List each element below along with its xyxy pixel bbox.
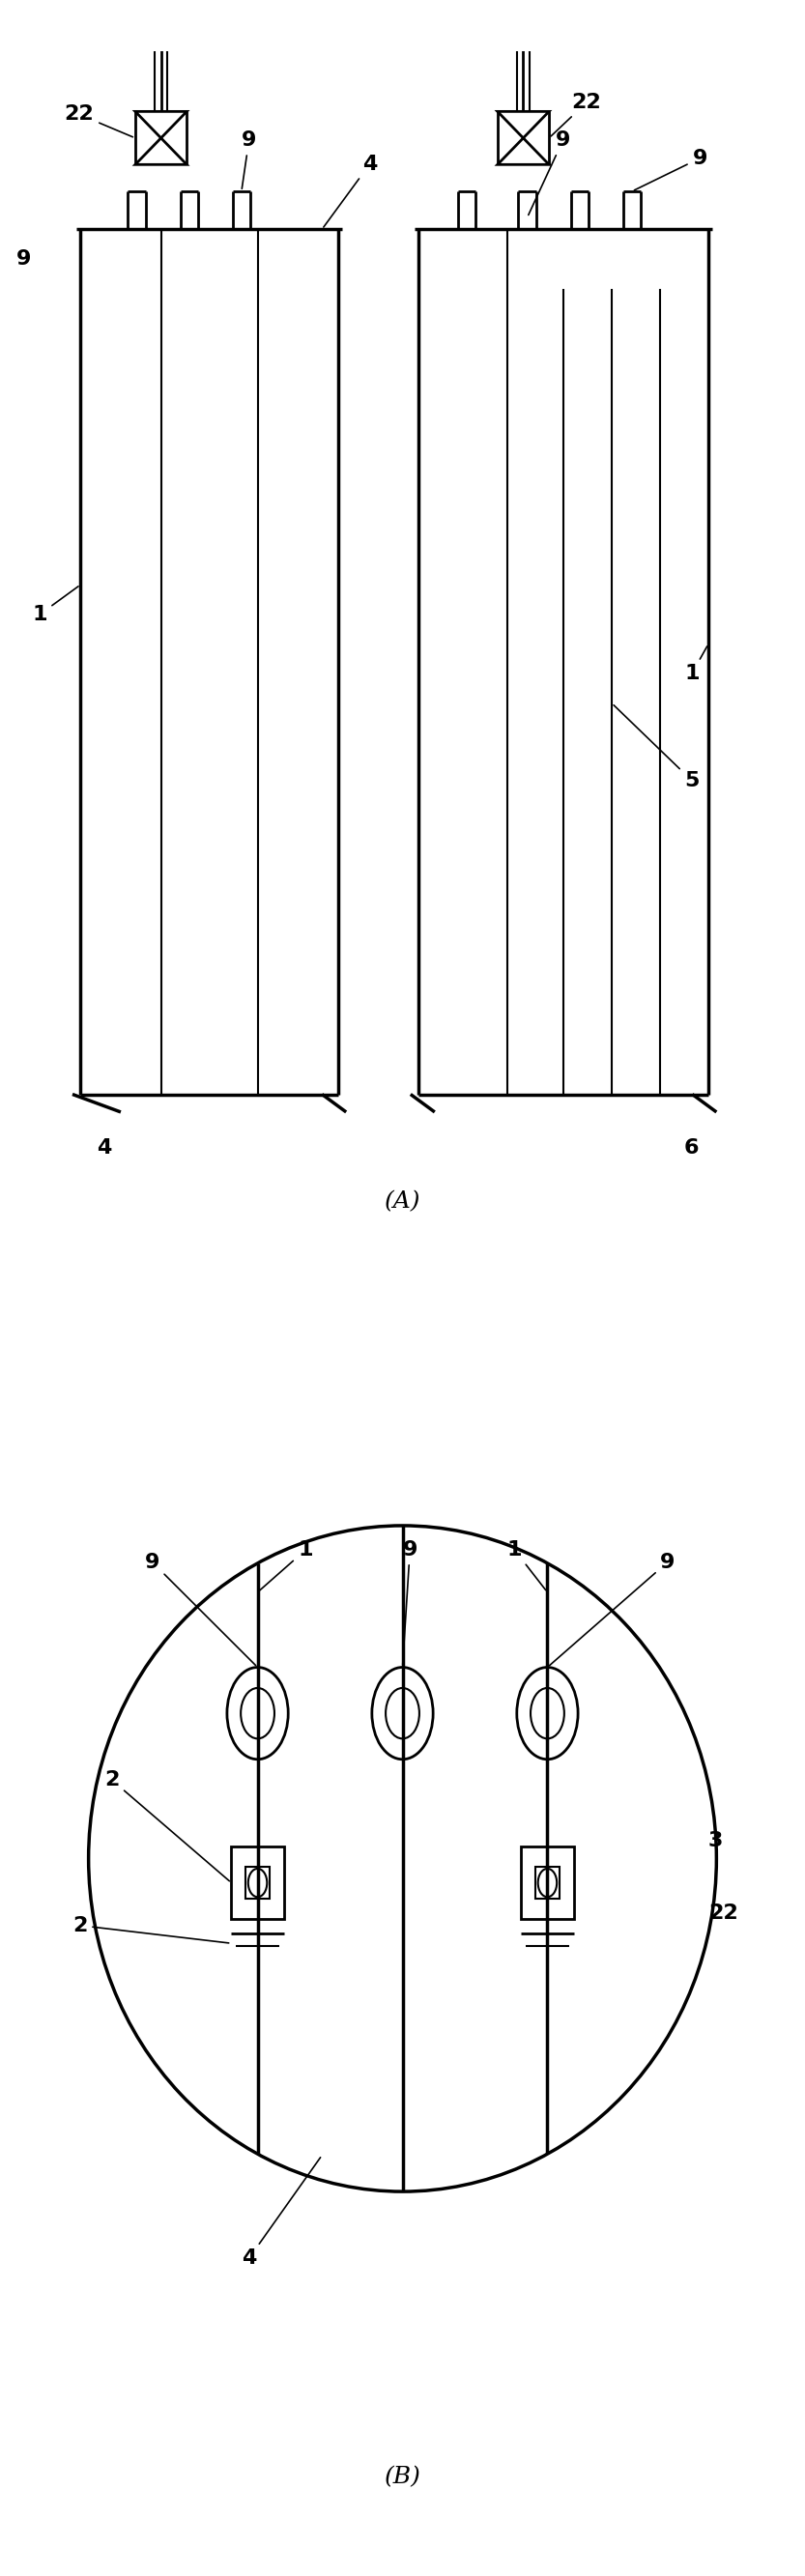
Text: 22: 22 — [708, 1904, 738, 1924]
Text: 9: 9 — [241, 131, 256, 188]
Text: 1: 1 — [684, 647, 707, 683]
Text: 2: 2 — [105, 1770, 229, 1880]
Text: 9: 9 — [528, 131, 570, 214]
Text: 1: 1 — [259, 1540, 313, 1589]
Text: 9: 9 — [634, 149, 707, 191]
Text: 9: 9 — [145, 1553, 256, 1667]
Text: 3: 3 — [708, 1832, 723, 1850]
Text: 4: 4 — [97, 1139, 111, 1157]
Text: 1: 1 — [507, 1540, 546, 1589]
Text: 22: 22 — [551, 93, 601, 137]
Text: 5: 5 — [613, 706, 699, 791]
Text: (B): (B) — [384, 2465, 421, 2488]
Text: 2: 2 — [72, 1917, 229, 1942]
Text: 22: 22 — [64, 106, 133, 137]
Text: 9: 9 — [402, 1540, 417, 1664]
Text: 1: 1 — [32, 587, 78, 623]
Text: 4: 4 — [324, 155, 377, 227]
Text: 4: 4 — [241, 2156, 320, 2267]
Text: 9: 9 — [17, 250, 31, 268]
Text: 6: 6 — [684, 1139, 700, 1157]
Text: (A): (A) — [384, 1190, 421, 1213]
Text: 9: 9 — [550, 1553, 675, 1667]
